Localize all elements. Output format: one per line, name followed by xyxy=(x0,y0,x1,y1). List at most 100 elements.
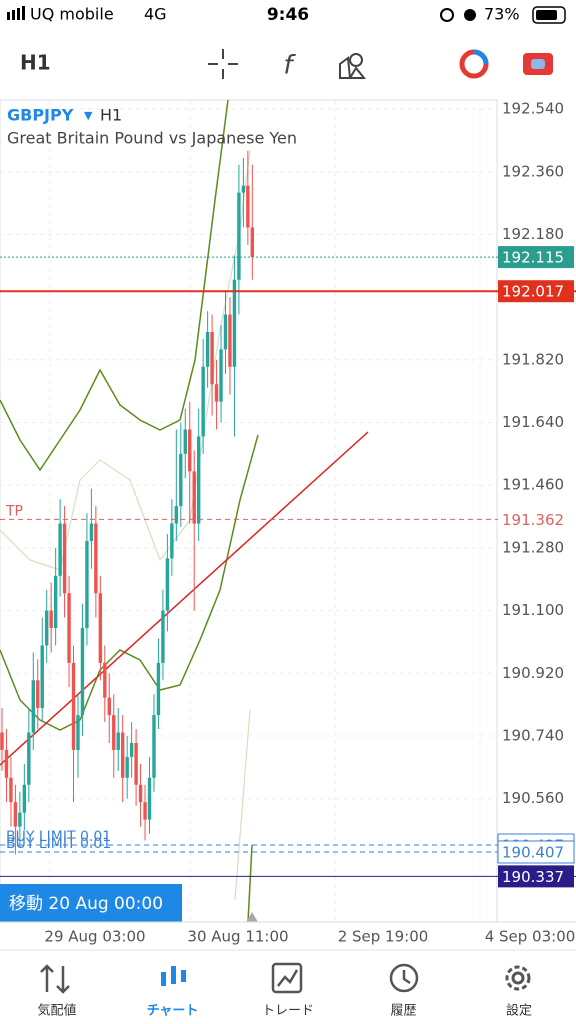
candle-body xyxy=(188,429,192,472)
tab-bar: 気配値 チャート トレード 履歴 設定 xyxy=(37,962,532,1019)
battery-level: 73% xyxy=(484,5,520,24)
price-tag xyxy=(498,246,574,269)
x-tick-label: 2 Sep 19:00 xyxy=(338,928,429,946)
objects-button[interactable] xyxy=(339,53,367,79)
crosshair-button[interactable] xyxy=(208,49,238,79)
candle-body xyxy=(71,662,76,750)
y-tick-label: 191.820 xyxy=(502,350,564,368)
candle-body xyxy=(210,331,214,385)
candle-body xyxy=(107,697,111,716)
candle-body xyxy=(36,680,40,709)
price-tag xyxy=(498,508,574,531)
price-line-label: BUY LIMIT 0.01 xyxy=(6,836,111,852)
tab-label[interactable]: 履歴 xyxy=(390,1004,416,1019)
candle-body xyxy=(67,593,71,663)
candle-body xyxy=(152,715,156,778)
candle-body xyxy=(27,732,31,785)
cursor-label: 移動 20 Aug 00:00 xyxy=(9,894,163,914)
x-tick-label: 4 Sep 03:00 xyxy=(485,928,576,946)
candle-body xyxy=(80,628,85,716)
symbol-description: Great Britain Pound vs Japanese Yen xyxy=(7,129,297,148)
candle-body xyxy=(223,314,228,350)
candle-body xyxy=(31,680,35,733)
toolbar: H1 f xyxy=(20,49,553,81)
candle-body xyxy=(170,523,174,559)
candle-body xyxy=(45,610,49,646)
y-tick-label: 190.920 xyxy=(502,664,564,682)
price-tag-label: 190.407 xyxy=(502,843,564,861)
y-tick-label: 190.740 xyxy=(502,727,564,745)
candle-body xyxy=(246,185,250,228)
candle-body xyxy=(13,802,18,827)
trend-line xyxy=(0,431,369,766)
candle-body xyxy=(134,742,138,785)
price-tag-label: 192.017 xyxy=(502,283,564,301)
price-tag-label: 191.362 xyxy=(502,511,564,529)
candle-body xyxy=(0,732,4,750)
y-tick-label: 191.100 xyxy=(502,601,564,619)
candle-body xyxy=(165,558,170,611)
y-tick-label: 192.180 xyxy=(502,225,564,243)
price-line-label: BUY LIMIT 0.01 xyxy=(6,829,111,845)
candle-body xyxy=(147,777,152,820)
candle-body xyxy=(214,384,219,402)
candle-body xyxy=(4,749,9,778)
x-tick-label: 29 Aug 03:00 xyxy=(44,928,145,946)
candle-body xyxy=(120,732,125,778)
network: 4G xyxy=(144,5,167,24)
candle-body xyxy=(250,227,255,258)
timeframe-button[interactable]: H1 xyxy=(20,51,51,75)
candle-body xyxy=(161,610,165,663)
y-tick-label: 191.640 xyxy=(502,413,564,431)
candle-body xyxy=(179,453,183,507)
candle-body xyxy=(53,575,58,629)
price-line-label: TP xyxy=(5,503,23,519)
candle-body xyxy=(125,756,129,778)
indicators-button[interactable]: f xyxy=(283,51,296,81)
bollinger-bands xyxy=(0,99,259,923)
svg-text:▼: ▼ xyxy=(84,109,93,122)
tab-label[interactable]: 気配値 xyxy=(37,1003,76,1019)
candle-body xyxy=(40,645,44,709)
candle-body xyxy=(192,471,196,524)
candle-body xyxy=(18,812,22,827)
y-tick-label: 192.540 xyxy=(502,100,564,118)
tab-label[interactable]: トレード xyxy=(262,1004,314,1019)
candle-body xyxy=(62,523,67,594)
candle-body xyxy=(89,523,94,541)
candle-body xyxy=(85,540,89,629)
tab-label[interactable]: 設定 xyxy=(506,1003,532,1019)
status-bar: UQ mobile 4G 9:46 73% xyxy=(7,5,566,25)
price-tag-label: 190.337 xyxy=(502,868,564,886)
candle-body xyxy=(143,802,147,820)
candle-body xyxy=(94,523,98,594)
candle-body xyxy=(138,784,143,803)
candle-body xyxy=(228,314,232,367)
clock: 9:46 xyxy=(267,5,309,25)
candle-body xyxy=(201,366,205,437)
candle-body xyxy=(116,732,120,750)
tab-label[interactable]: チャート xyxy=(147,1004,199,1019)
plot-area xyxy=(0,99,498,923)
price-tag xyxy=(498,280,574,303)
candle-body xyxy=(174,506,179,524)
y-tick-label: 191.460 xyxy=(502,476,564,494)
candle-body xyxy=(98,593,103,663)
candle-body xyxy=(205,331,210,367)
candle-body xyxy=(156,662,161,716)
candle-body xyxy=(196,436,201,524)
candle-body xyxy=(76,715,80,750)
symbol: GBPJPY xyxy=(7,106,74,125)
candle-body xyxy=(219,349,223,402)
y-tick-label: 190.560 xyxy=(502,789,564,807)
candle-body xyxy=(22,784,27,813)
price-tag xyxy=(498,865,574,888)
candle-body xyxy=(112,715,116,750)
candle-body xyxy=(58,523,62,576)
candle-body xyxy=(129,742,134,757)
candle-body xyxy=(237,192,241,280)
candle-body xyxy=(49,610,53,629)
